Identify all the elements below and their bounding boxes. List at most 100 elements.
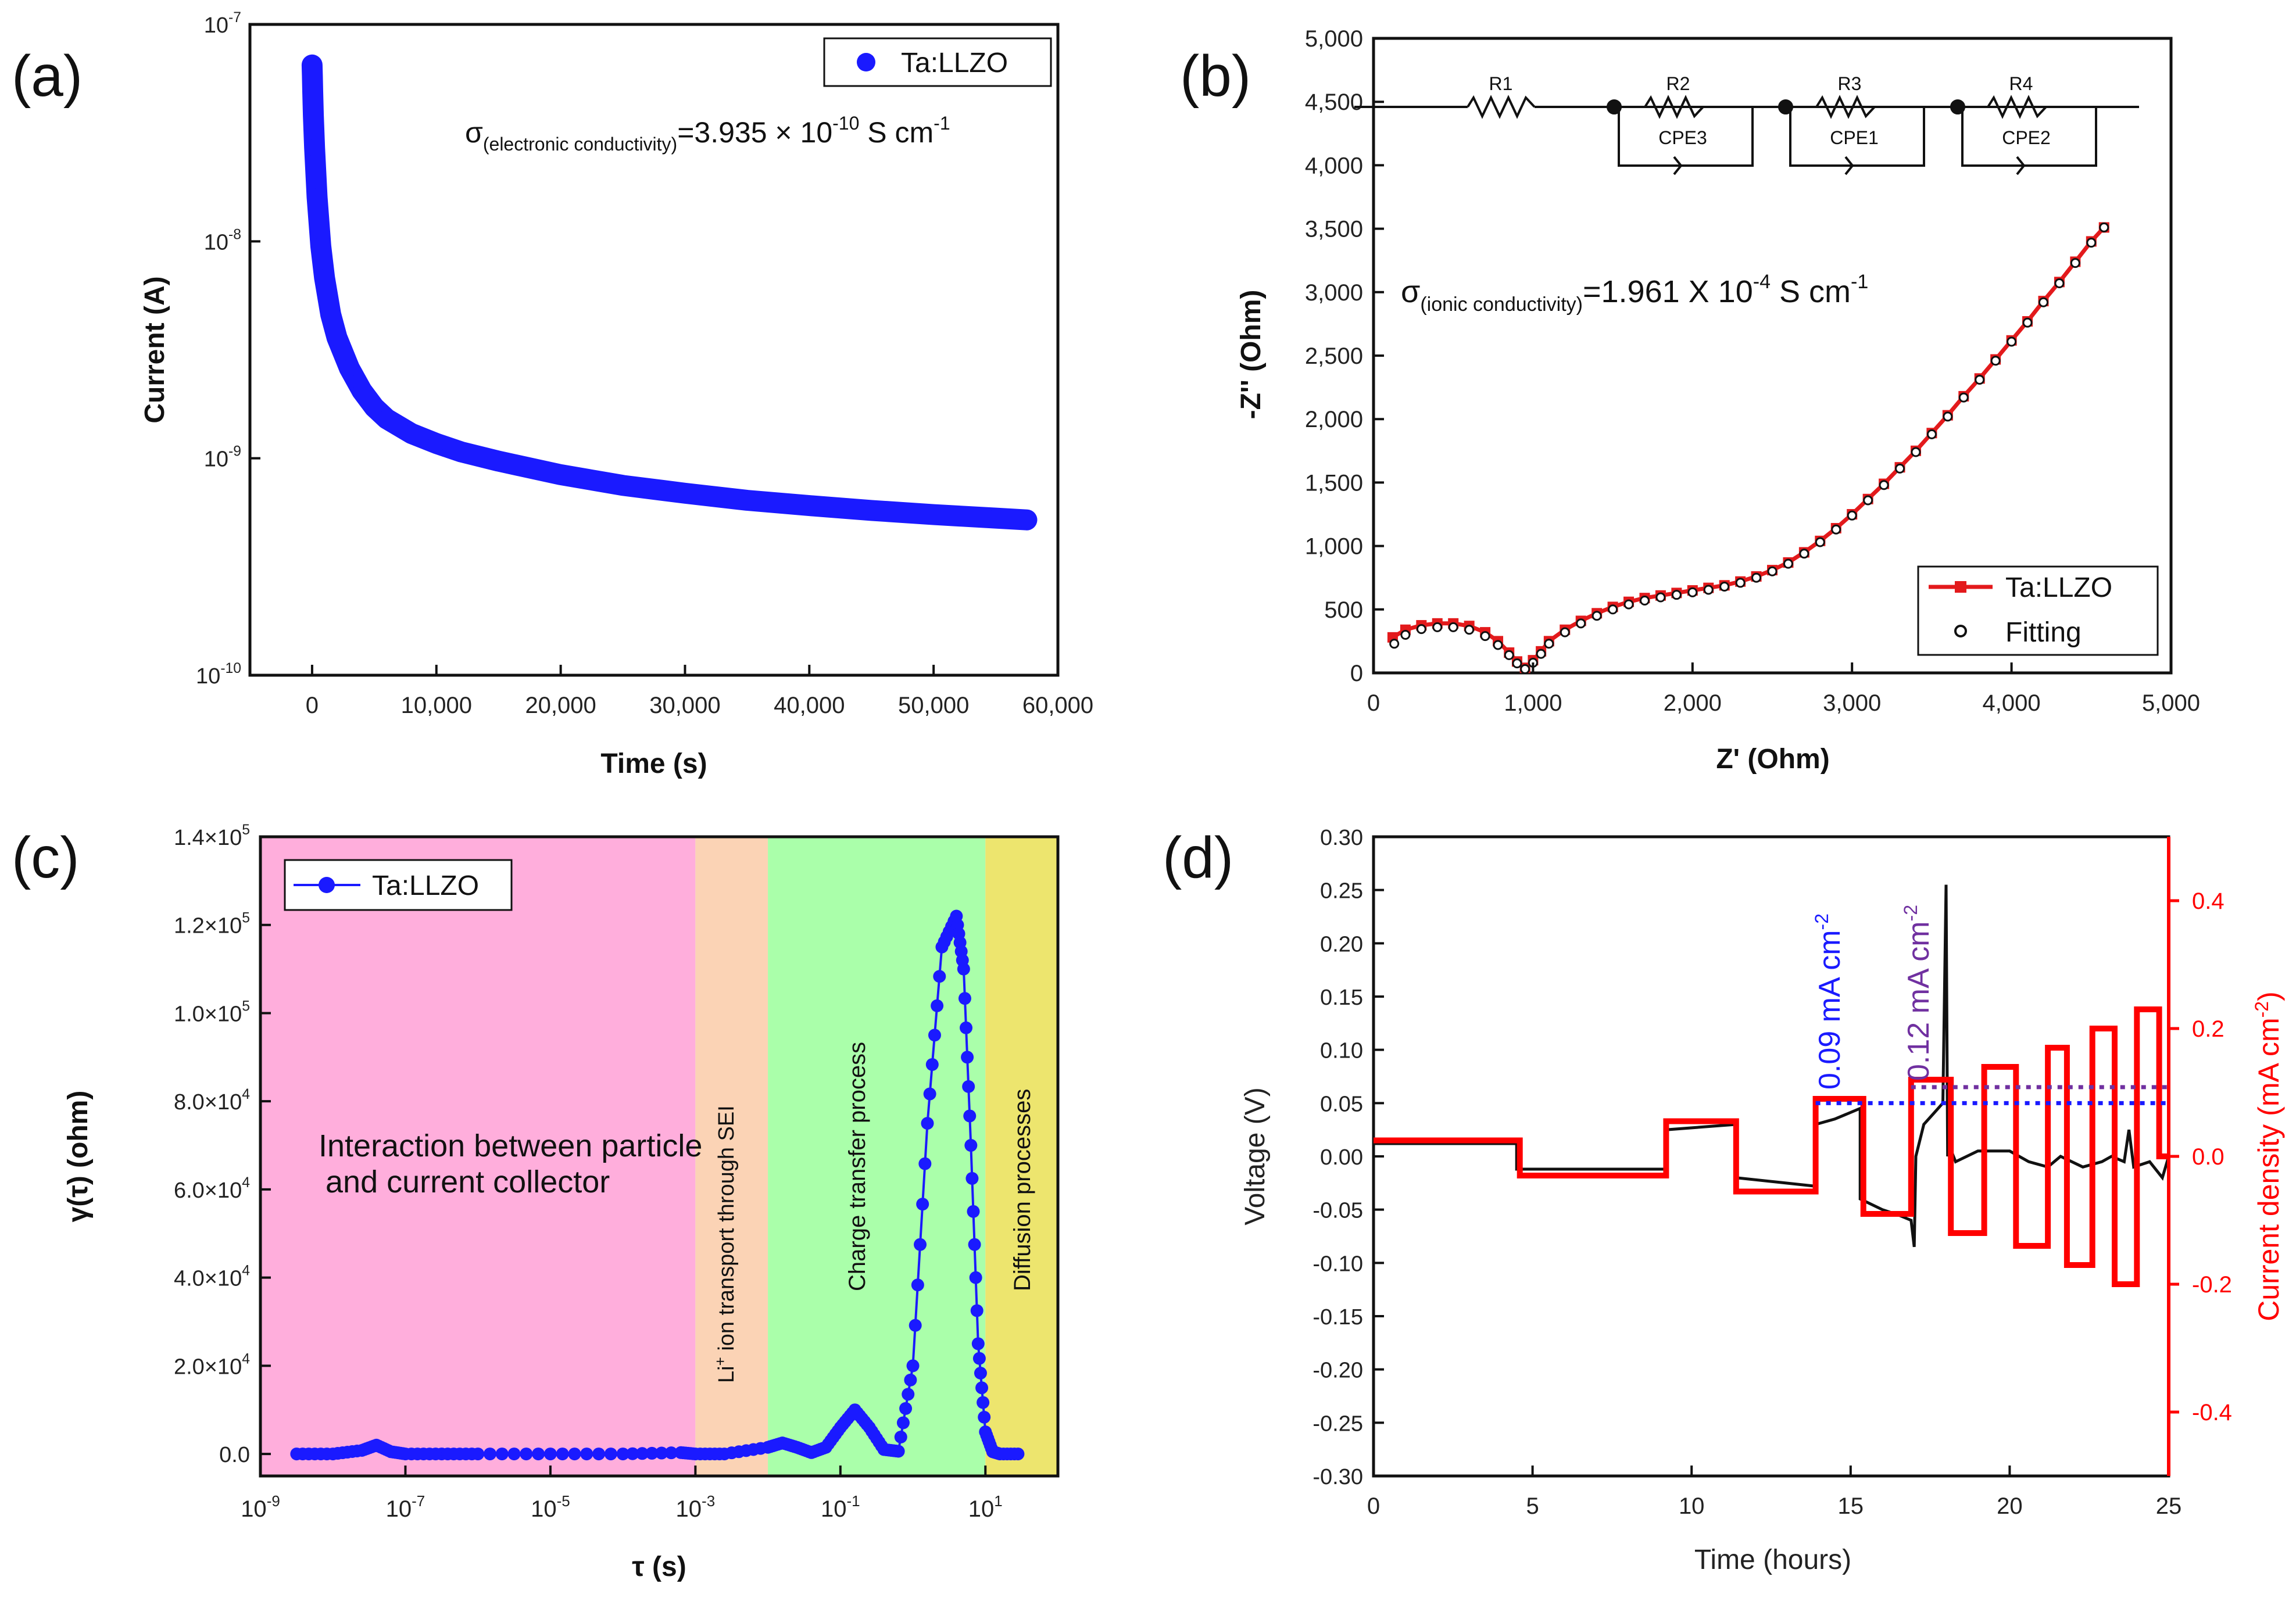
panel-d-ylabel-right-close: )	[2252, 991, 2285, 1001]
panel-d-xtick-label-base: 0	[1367, 1493, 1380, 1519]
panel-c-point	[962, 1080, 975, 1093]
panel-c-xtick-label-exp: -5	[557, 1492, 570, 1510]
panel-a-xtick-label-base: 0	[306, 693, 319, 718]
panel-d-ytick-right-label: 0.2	[2192, 1016, 2225, 1042]
panel-a-xtick-label: 60,000	[1022, 693, 1093, 718]
panel-c-point	[520, 1447, 533, 1461]
panel-b-ytick-label: 1,000	[1305, 534, 1363, 560]
panel-c-point	[964, 1139, 978, 1152]
panel-a-ytick-label-exp: -7	[228, 10, 241, 26]
resistor-r1	[1467, 95, 1536, 119]
panel-d-ytick-label-base: 0.20	[1320, 932, 1363, 956]
panel-b-data-layer	[1387, 222, 2109, 674]
panel-d-ytick-label: 0.10	[1320, 1039, 1363, 1063]
panel-c-ytick-label-base: 1.2×10	[174, 914, 242, 938]
circuit-label-cpe3: CPE3	[1658, 127, 1707, 148]
panel-b-point-fitting	[1799, 549, 1809, 559]
panel-b-point-fitting	[1958, 392, 1969, 403]
panel-b-ytick-label-base: 3,500	[1305, 217, 1363, 242]
panel-c-ytick-label-exp: 5	[242, 822, 250, 838]
panel-a-xtick-label-base: 30,000	[649, 693, 720, 718]
panel-a-data-layer	[301, 54, 1038, 531]
panel-d-ytick-label-base: 0.10	[1320, 1039, 1363, 1063]
panel-d-ytick-label: 0.30	[1320, 826, 1363, 850]
circuit-label-r2: R2	[1666, 73, 1690, 94]
panel-d-ytick-label: -0.20	[1312, 1359, 1363, 1383]
panel-b-point-fitting	[1990, 356, 2001, 366]
panel-b-point-fitting	[1416, 624, 1426, 635]
panel-a-sigma: σ	[465, 116, 483, 149]
panel-b-xtick-label-base: 2,000	[1664, 690, 1722, 716]
panel-b-legend-label-1: Ta:LLZO	[2005, 572, 2112, 603]
panel-d-xtick-label: 20	[1997, 1493, 2023, 1519]
panel-d-annotation-012-exp: -2	[1900, 905, 1921, 921]
panel-c-xtick-label-exp: -9	[267, 1492, 280, 1510]
panel-a-xtick-label-base: 60,000	[1022, 693, 1093, 718]
resistor-r3	[1815, 95, 1876, 119]
panel-c-xtick-label-exp: 1	[994, 1492, 1002, 1510]
panel-c-point	[914, 1238, 927, 1251]
panel-c-ytick-label: 1.4×105	[174, 822, 250, 850]
panel-c-point	[931, 999, 944, 1012]
panel-a-xtick-label-base: 10,000	[401, 693, 472, 718]
panel-c-point	[961, 1051, 974, 1064]
panel-c-region	[260, 837, 696, 1476]
panel-b-point-fitting	[1400, 629, 1411, 640]
panel-d-xtick-label-base: 25	[2156, 1493, 2182, 1519]
panel-c-point	[592, 1447, 606, 1461]
panel-a-point	[365, 398, 383, 416]
panel-a-xtick-label: 50,000	[898, 693, 969, 718]
panel-b-annotation-exponent: -4	[1753, 271, 1771, 293]
panel-b-ytick-label-base: 1,500	[1305, 470, 1363, 496]
cpe2-branch	[1961, 107, 2097, 167]
panel-c-legend: Ta:LLZO	[284, 859, 513, 911]
region-label-interaction-line1: Interaction between particle	[319, 1128, 702, 1163]
panel-b-ytick-label: 500	[1324, 597, 1363, 623]
panel-d-xtick-label: 25	[2156, 1493, 2182, 1519]
panel-c-point	[556, 1447, 569, 1461]
panel-d-ytick-right-label-base: -0.4	[2192, 1400, 2232, 1425]
panel-a-annotation: σ(electronic conductivity)=3.935 × 10-10…	[465, 113, 950, 155]
panel-c-ytick-label-base: 8.0×10	[174, 1090, 242, 1115]
panel-b-legend-box	[1917, 565, 2159, 656]
panel-c-ytick-label-exp: 5	[242, 998, 250, 1014]
panel-b-point-fitting	[2054, 278, 2065, 289]
panel-a-point	[378, 410, 396, 428]
panel-b-point-fitting	[1783, 558, 1793, 569]
panel-b-point-fitting	[1480, 631, 1490, 642]
panel-c-point	[894, 1430, 907, 1443]
panel-b-circuit-labels: R1 R2 R3 R4 CPE3 CPE1 CPE2	[1489, 73, 2051, 148]
panel-d-ylabel-right-exponent: -2	[2251, 1001, 2272, 1017]
panel-b-point-fitting	[1448, 622, 1458, 632]
panel-a-legend-label: Ta:LLZO	[901, 48, 1008, 78]
panel-d-ytick-label-base: 0.30	[1320, 826, 1363, 850]
panel-d-xtick-label-base: 10	[1679, 1493, 1705, 1519]
panel-b-ytick-label: 1,500	[1305, 470, 1363, 496]
panel-c-point	[977, 1396, 990, 1409]
panel-d-xtick-label: 5	[1526, 1493, 1539, 1519]
panel-d-ytick-right-label: -0.4	[2192, 1400, 2232, 1425]
panel-d-series-voltage	[1374, 884, 2170, 1248]
panel-c-xtick-label: 10-3	[676, 1492, 716, 1522]
panel-b-xtick-label-base: 5,000	[2142, 690, 2200, 716]
panel-c-xtick-label-base: 10	[386, 1496, 412, 1522]
panel-c-point	[483, 1447, 496, 1461]
panel-b-ytick-label: 2,500	[1305, 343, 1363, 369]
panel-c-point	[918, 1157, 932, 1170]
panel-b-legend: Ta:LLZO Fitting	[1917, 565, 2159, 656]
panel-b: 0 1,000 2,000 3,000 4,000 5,000 0 500 1,000 1,500…	[1236, 26, 2200, 775]
panel-c-xtick-label-exp: -3	[702, 1492, 715, 1510]
panel-c-point	[923, 1087, 936, 1101]
panel-a-xtick-label: 40,000	[774, 693, 845, 718]
panel-b-legend-label-2: Fitting	[2005, 617, 2082, 648]
cpe2-symbol	[2016, 156, 2026, 175]
panel-b-point-fitting	[1879, 480, 1889, 490]
panel-c-ytick-label-base: 1.0×10	[174, 1002, 242, 1026]
panel-b-ylabel: -Z'' (Ohm)	[1236, 290, 1267, 420]
panel-c-xtick-label: 10-9	[241, 1492, 280, 1522]
cpe3-branch	[1618, 107, 1754, 167]
panel-b-xtick-label-base: 0	[1367, 690, 1380, 716]
panel-b-ytick-label: 5,000	[1305, 26, 1363, 52]
panel-a-point	[427, 435, 445, 453]
panel-label-b: (b)	[1180, 44, 1251, 109]
